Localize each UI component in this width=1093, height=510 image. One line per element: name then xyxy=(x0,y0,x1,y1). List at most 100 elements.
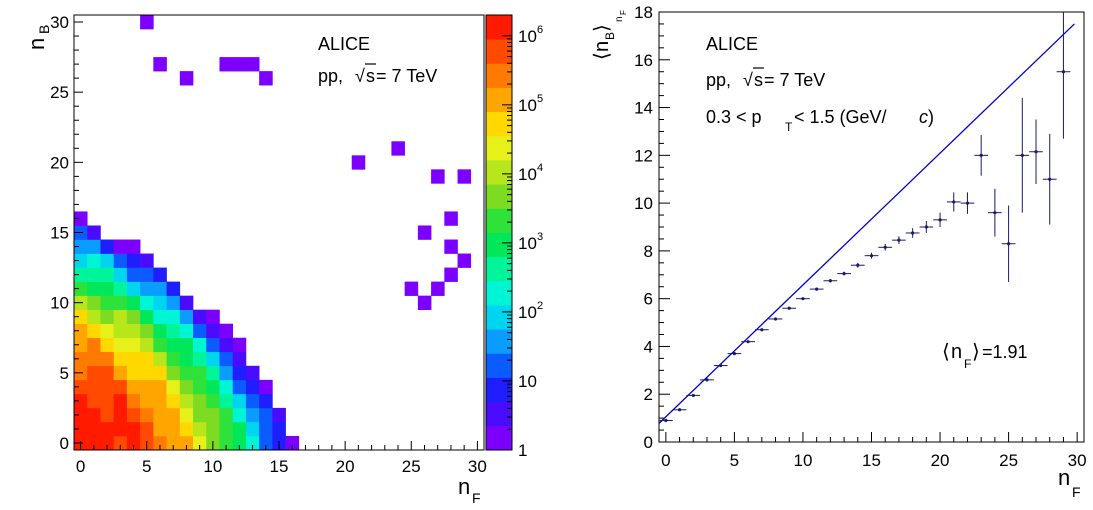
heatmap-cell xyxy=(126,351,141,367)
profile-point xyxy=(659,418,673,423)
profile-point-marker xyxy=(924,225,928,229)
heatmap-cell xyxy=(140,15,154,30)
profile-y-label-main: n xyxy=(591,41,613,52)
heatmap-cell xyxy=(245,435,260,451)
heatmap-cell xyxy=(126,393,141,409)
heatmap-cell xyxy=(166,421,181,437)
heatmap-cell xyxy=(74,267,88,282)
heatmap-cell xyxy=(126,379,141,395)
profile-y-label-sub2: n xyxy=(614,16,625,22)
heatmap-cell xyxy=(219,393,234,409)
heatmap-cell xyxy=(206,421,220,437)
heatmap-cell xyxy=(232,421,247,437)
profile-point xyxy=(1056,12,1071,139)
heatmap-cell xyxy=(87,225,101,240)
heatmap-cell xyxy=(140,393,154,409)
heatmap-cell xyxy=(74,309,88,325)
profile-point-marker xyxy=(1048,177,1052,181)
heatmap-cell xyxy=(179,309,194,325)
heatmap-cell xyxy=(153,407,167,423)
color-scale-segment xyxy=(486,425,512,451)
heatmap-cell xyxy=(87,393,101,409)
color-scale-bar xyxy=(486,15,512,451)
heatmap-cell xyxy=(140,351,154,367)
heatmap-cell xyxy=(153,281,167,296)
heatmap-cell xyxy=(166,351,181,367)
heatmap-cell xyxy=(444,239,458,254)
profile-point-marker xyxy=(787,306,791,310)
color-scale-tick-exponent: 3 xyxy=(537,231,543,243)
color-scale-segment xyxy=(486,377,512,403)
heatmap-cell xyxy=(219,323,234,339)
heatmap-cell xyxy=(87,351,101,367)
heatmap-cell xyxy=(259,407,273,423)
heatmap-cell xyxy=(100,407,114,423)
heatmap-cell xyxy=(113,421,128,437)
heatmap-x-tick-label: 10 xyxy=(203,457,222,476)
profile-point-marker xyxy=(869,254,874,258)
color-scale-segment xyxy=(486,280,512,306)
heatmap-cell xyxy=(206,365,220,381)
color-scale-tick-label: 10 xyxy=(518,165,537,184)
heatmap-cell xyxy=(126,281,141,296)
heatmap-cell xyxy=(179,421,194,437)
color-scale-segment xyxy=(486,305,512,330)
heatmap-cell xyxy=(259,421,273,437)
heatmap-cell xyxy=(87,267,101,282)
profile-y-tick-label: 12 xyxy=(634,146,653,165)
heatmap-cell xyxy=(206,337,220,353)
heatmap-cell xyxy=(232,407,247,423)
heatmap-y-tick-label: 30 xyxy=(50,13,69,32)
profile-y-tick-label: 14 xyxy=(634,99,653,118)
profile-x-label-main: n xyxy=(1058,465,1070,490)
heatmap-cell xyxy=(245,57,260,72)
heatmap-cell xyxy=(206,407,220,423)
heatmap-cell xyxy=(126,407,141,423)
heatmap-cell xyxy=(232,57,247,72)
heatmap-cell xyxy=(153,57,167,72)
profile-annotation-energy: pp, √ s = 7 TeV xyxy=(706,67,825,90)
profile-x-axis-label: n F xyxy=(1058,465,1081,500)
profile-point xyxy=(686,393,701,398)
heatmap-cell xyxy=(74,407,88,423)
heatmap-cell xyxy=(457,253,472,268)
heatmap-cell xyxy=(100,253,114,268)
profile-point xyxy=(754,328,769,332)
heatmap-cell xyxy=(193,421,207,437)
mean-main: n xyxy=(951,341,962,363)
profile-point xyxy=(796,297,810,301)
heatmap-cell xyxy=(100,295,114,310)
heatmap-cell xyxy=(272,407,286,423)
heatmap-cell xyxy=(140,309,154,325)
heatmap-cell xyxy=(193,407,207,423)
heatmap-cell xyxy=(179,407,194,423)
profile-x-label-sub: F xyxy=(1072,484,1081,500)
heatmap-cell xyxy=(74,393,88,409)
heatmap-cell xyxy=(100,379,114,395)
heatmap-cell xyxy=(126,421,141,437)
color-scale-tick-label: 1 xyxy=(518,441,527,460)
heatmap-cell xyxy=(232,337,247,353)
profile-point-marker xyxy=(911,231,915,235)
pt-range-suffix: ) xyxy=(928,107,934,127)
profile-point xyxy=(960,192,975,214)
heatmap-x-label-sub: F xyxy=(472,490,481,506)
heatmap-cell xyxy=(245,421,260,437)
profile-point xyxy=(823,279,838,283)
profile-x-tick-label: 15 xyxy=(862,451,881,470)
profile-point-marker xyxy=(732,352,737,356)
heatmap-cell xyxy=(444,267,458,282)
heatmap-cell xyxy=(100,365,114,381)
mean-close-bracket: ⟩ xyxy=(972,341,980,363)
color-scale-segment xyxy=(486,184,512,209)
pt-range-prefix: 0.3 < p xyxy=(706,107,762,127)
profile-y-tick-label: 4 xyxy=(644,337,653,356)
heatmap-y-ticks: 0 5 10 15 20 25 30 xyxy=(50,13,83,453)
heatmap-cell xyxy=(245,379,260,395)
heatmap-cell xyxy=(153,365,167,381)
profile-y-tick-label: 18 xyxy=(634,3,653,22)
heatmap-cell xyxy=(179,295,194,310)
heatmap-cell xyxy=(140,295,154,310)
